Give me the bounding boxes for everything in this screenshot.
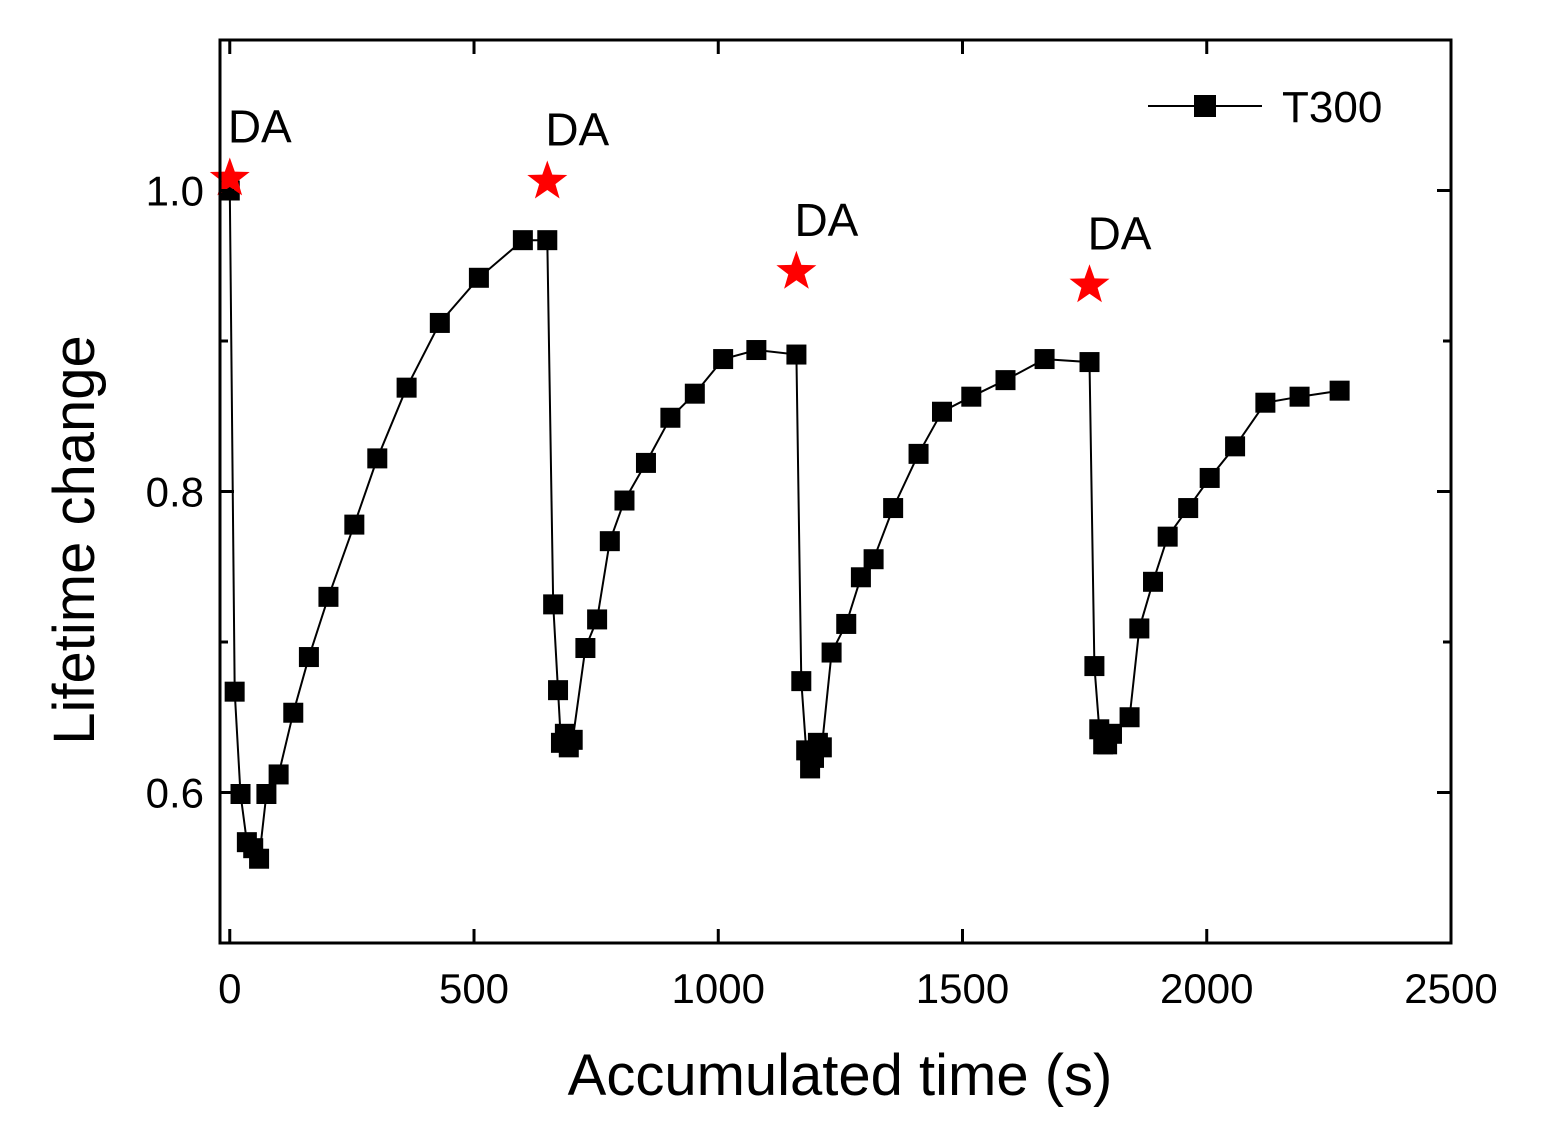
x-tick-label: 1000 (672, 965, 765, 1012)
data-point (562, 729, 583, 750)
data-point (249, 848, 270, 869)
data-point (298, 647, 319, 668)
series-line-t300 (228, 190, 1340, 862)
data-point (1289, 386, 1310, 407)
data-point (537, 230, 558, 251)
data-point (468, 267, 489, 288)
data-point (995, 370, 1016, 391)
data-point (791, 671, 812, 692)
data-point (1034, 349, 1055, 370)
x-tick-label: 2000 (1160, 965, 1253, 1012)
data-point (811, 737, 832, 758)
data-point (1329, 380, 1350, 401)
data-point (1143, 571, 1164, 592)
data-point (429, 312, 450, 333)
data-point (318, 586, 339, 607)
data-point (961, 386, 982, 407)
data-point (713, 349, 734, 370)
data-point (1101, 723, 1122, 744)
data-point (1178, 498, 1199, 519)
da-annotation-label: DA (794, 194, 858, 246)
da-annotation-label: DA (228, 100, 292, 152)
data-point (863, 549, 884, 570)
legend-marker (1194, 95, 1216, 117)
x-tick-label: 1500 (916, 965, 1009, 1012)
data-point (599, 531, 620, 552)
data-point (396, 377, 417, 398)
legend-label-t300: T300 (1282, 83, 1382, 132)
data-point (746, 340, 767, 361)
da-star-marker (776, 250, 817, 289)
data-point (224, 681, 245, 702)
data-point (283, 702, 304, 723)
data-point (1255, 392, 1276, 413)
x-tick-label: 500 (439, 965, 509, 1012)
data-point (1157, 526, 1178, 547)
plot-frame (218, 38, 1453, 945)
data-point (367, 448, 388, 469)
data-point (1129, 618, 1150, 639)
plot-layer: DA DA DA DA (209, 100, 1350, 869)
data-point (684, 383, 705, 404)
y-axis-title: Lifetime change (42, 335, 107, 744)
data-point (931, 401, 952, 422)
data-point (850, 567, 871, 588)
x-tick-label: 2500 (1404, 965, 1497, 1012)
x-axis-title: Accumulated time (s) (568, 1043, 1113, 1108)
data-point (836, 613, 857, 634)
data-point (268, 764, 289, 785)
da-star-marker (1069, 264, 1110, 303)
data-point (512, 230, 533, 251)
da-annotation-label: DA (1088, 207, 1152, 259)
legend: T300 (1148, 83, 1382, 132)
data-point (1199, 467, 1220, 488)
data-point (587, 609, 608, 630)
data-point (1225, 436, 1246, 457)
data-point (543, 594, 564, 615)
da-star-marker (209, 157, 250, 196)
data-point (256, 784, 277, 805)
y-tick-label: 0.8 (146, 469, 204, 516)
data-point (883, 498, 904, 519)
x-tick-label: 0 (218, 965, 241, 1012)
da-annotation-label: DA (545, 103, 609, 155)
data-point (635, 452, 656, 473)
da-star-marker (527, 160, 568, 199)
tick-layer: 0 500 1000 1500 2000 2500 0.6 0.8 1.0 (146, 38, 1498, 1012)
data-point (548, 680, 569, 701)
data-point (344, 514, 365, 535)
y-tick-label: 1.0 (146, 168, 204, 215)
data-point (575, 638, 596, 659)
data-point (821, 642, 842, 663)
data-point (614, 490, 635, 511)
data-point (1084, 656, 1105, 677)
y-tick-label: 0.6 (146, 770, 204, 817)
data-point (660, 407, 681, 428)
data-point (908, 443, 929, 464)
data-point (1079, 352, 1100, 373)
data-point (230, 784, 251, 805)
data-point (786, 344, 807, 365)
data-point (1119, 707, 1140, 728)
